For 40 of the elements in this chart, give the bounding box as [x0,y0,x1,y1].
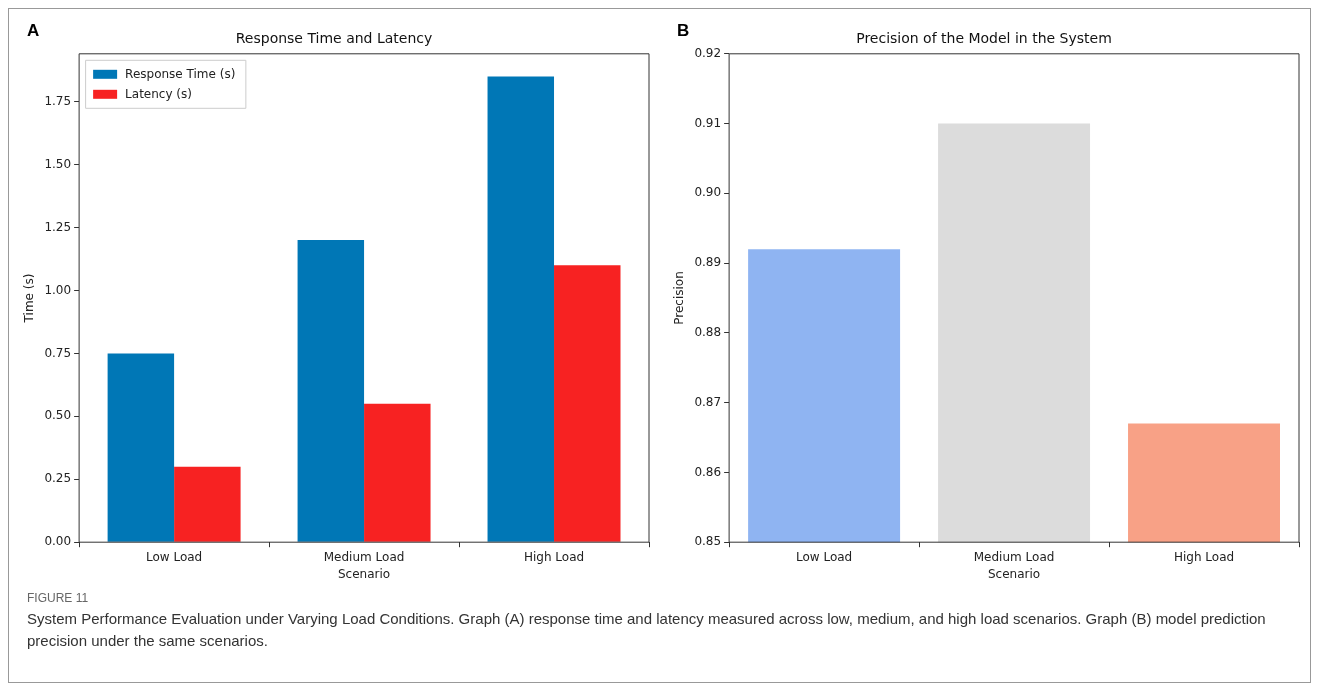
legend-label: Latency (s) [125,86,192,101]
bar [487,76,555,542]
caption: FIGURE 11 [27,590,90,607]
x-tick-label: Low Load [795,549,853,564]
legend-label: Response Time (s) [125,66,236,81]
y-tick-label: 0.00 [44,534,72,549]
x-axis-title: Scenario [337,566,391,581]
x-tick-label: High Load [523,549,585,564]
y-tick-label: 0.75 [44,345,72,360]
bar [297,240,365,542]
bar [554,265,621,542]
y-axis-title: Precision [672,271,687,325]
text: B [677,21,690,41]
x-tick-label: Medium Load [973,549,1055,564]
y-tick-label: 0.90 [694,185,722,200]
y-tick-label: 0.92 [694,45,722,60]
y-axis-title: Time (s) [22,273,37,324]
y-tick-label: 1.25 [44,219,72,234]
chart-title: Precision of the Model in the System [856,30,1112,47]
x-tick-label: Low Load [145,549,203,564]
text: System Performance Evaluation under Varying Load Conditions. Graph (A) response time and latency measured across low, medium, and high load scenarios. Graph (B) model prediction precision under the same scenarios. [27,609,1267,651]
y-tick-label: 0.85 [694,534,722,549]
bar [364,403,431,542]
chart-title: Response Time and Latency [235,30,433,47]
y-tick-label: 0.88 [694,325,722,340]
x-tick-label: Medium Load [323,549,405,564]
y-tick-label: 0.25 [44,471,72,486]
x-axis-title: Scenario [987,566,1041,581]
bar [107,353,175,542]
text: A [27,21,40,41]
y-tick-label: 1.00 [44,282,72,297]
y-tick-label: 0.89 [694,255,722,270]
y-tick-label: 0.50 [44,408,72,423]
y-tick-label: 0.91 [694,115,722,130]
x-tick-label: High Load [1173,549,1235,564]
y-tick-label: 0.86 [694,464,722,479]
y-tick-label: 0.87 [694,394,722,409]
bar [174,466,241,542]
y-tick-label: 1.50 [44,156,72,171]
y-tick-label: 1.75 [44,93,72,108]
